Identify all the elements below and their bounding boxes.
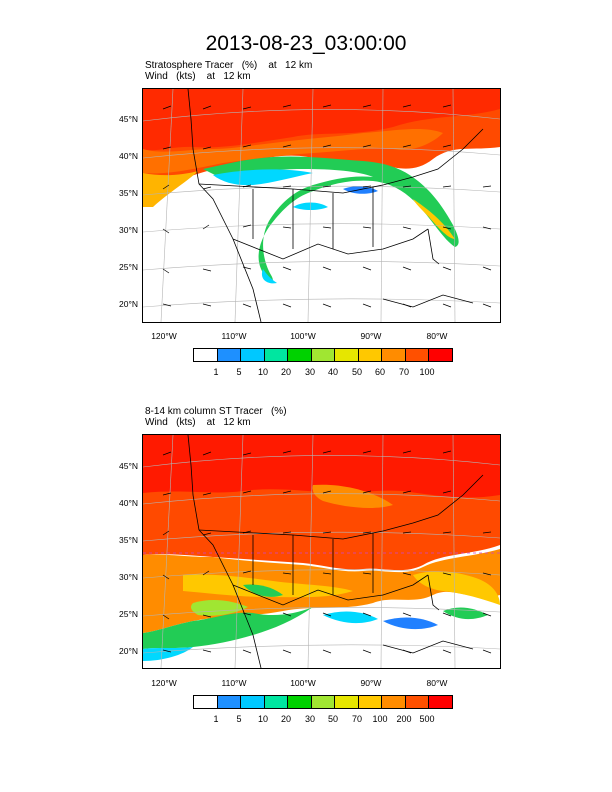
- panel1-title-line2: Wind (kts) at 12 km: [145, 71, 251, 82]
- panel2-lat-label: 20°N: [119, 646, 138, 656]
- panel2-colorbar-label: 50: [327, 714, 338, 724]
- panel2-colorbar-label: 200: [396, 714, 412, 724]
- panel2-lon-label: 120°W: [151, 678, 177, 688]
- panel1-colorbar-label: 5: [236, 367, 242, 377]
- panel2-lat-label: 35°N: [119, 535, 138, 545]
- panel2-colorbar: [193, 695, 453, 709]
- colorbar-swatch: [429, 349, 453, 361]
- panel1-lat-label: 20°N: [119, 299, 138, 309]
- panel1-lat-label: 30°N: [119, 225, 138, 235]
- panel1-colorbar-label: 50: [351, 367, 362, 377]
- panel2-colorbar-label: 5: [236, 714, 242, 724]
- panel2-lat-label: 40°N: [119, 498, 138, 508]
- panel1-colorbar-label: 60: [374, 367, 385, 377]
- colorbar-swatch: [194, 696, 218, 708]
- colorbar-swatch: [217, 696, 242, 708]
- panel1-colorbar-label: 40: [327, 367, 338, 377]
- panel1-colorbar-label: 10: [257, 367, 268, 377]
- panel1-colorbar-label: 1: [213, 367, 219, 377]
- panel1-lat-label: 25°N: [119, 262, 138, 272]
- panel1-colorbar: [193, 348, 453, 362]
- panel2-title-line1: 8-14 km column ST Tracer (%): [145, 406, 287, 417]
- panel1-lat-label: 45°N: [119, 114, 138, 124]
- panel2-lon-label: 100°W: [290, 678, 316, 688]
- panel1-map: [142, 88, 501, 323]
- panel1-colorbar-label: 30: [304, 367, 315, 377]
- panel1-lon-label: 120°W: [151, 331, 177, 341]
- panel2-green-region: [143, 607, 313, 649]
- panel2-colorbar-label: 10: [257, 714, 268, 724]
- colorbar-swatch: [241, 696, 265, 708]
- panel1-colorbar-label: 70: [398, 367, 409, 377]
- panel2-colorbar-label: 30: [304, 714, 315, 724]
- colorbar-swatch: [405, 349, 430, 361]
- colorbar-swatch: [382, 696, 406, 708]
- panel2-colorbar-label: 1: [213, 714, 219, 724]
- colorbar-swatch: [241, 349, 265, 361]
- panel2-colorbar-label: 100: [372, 714, 388, 724]
- panel1-lon-label: 90°W: [360, 331, 382, 341]
- panel2-lon-label: 90°W: [360, 678, 382, 688]
- colorbar-swatch: [288, 349, 312, 361]
- panel1-green-ribbon: [203, 156, 459, 282]
- colorbar-swatch: [264, 349, 289, 361]
- panel1-orange-band: [143, 89, 500, 151]
- panel1-colorbar-label: 100: [419, 367, 435, 377]
- panel1-lat-label: 35°N: [119, 188, 138, 198]
- colorbar-swatch: [335, 696, 359, 708]
- panel2-lon-label: 110°W: [221, 678, 247, 688]
- colorbar-swatch: [358, 696, 383, 708]
- colorbar-swatch: [288, 696, 312, 708]
- colorbar-swatch: [382, 349, 406, 361]
- colorbar-swatch: [217, 349, 242, 361]
- panel1-lon-label: 80°W: [426, 331, 448, 341]
- panel1-lon-label: 110°W: [221, 331, 247, 341]
- colorbar-swatch: [358, 349, 383, 361]
- colorbar-swatch: [335, 349, 359, 361]
- panel2-lat-label: 25°N: [119, 609, 138, 619]
- page-title: 2013-08-23_03:00:00: [205, 32, 407, 55]
- colorbar-swatch: [405, 696, 430, 708]
- panel2-title-line2: Wind (kts) at 12 km: [145, 417, 251, 428]
- colorbar-swatch: [429, 696, 453, 708]
- panel2-colorbar-label: 20: [280, 714, 291, 724]
- panel2-lat-label: 45°N: [119, 461, 138, 471]
- colorbar-swatch: [264, 696, 289, 708]
- panel2-lon-label: 80°W: [426, 678, 448, 688]
- panel1-title-line1: Stratosphere Tracer (%) at 12 km: [145, 60, 313, 71]
- colorbar-swatch: [194, 349, 218, 361]
- colorbar-swatch: [311, 696, 336, 708]
- panel2-map: [142, 434, 501, 669]
- panel2-colorbar-label: 70: [351, 714, 362, 724]
- panel1-lon-label: 100°W: [290, 331, 316, 341]
- panel2-lat-label: 30°N: [119, 572, 138, 582]
- panel2-colorbar-label: 500: [419, 714, 435, 724]
- colorbar-swatch: [311, 349, 336, 361]
- panel1-colorbar-label: 20: [280, 367, 291, 377]
- panel1-lat-label: 40°N: [119, 151, 138, 161]
